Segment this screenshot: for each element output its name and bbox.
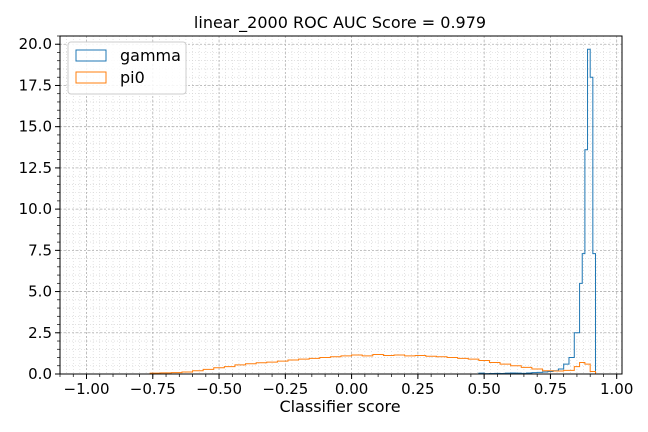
x-tick-label: 1.00 — [600, 380, 633, 398]
y-tick-label: 20.0 — [19, 35, 52, 53]
histogram-gamma — [478, 48, 599, 375]
series-layer — [149, 48, 599, 375]
x-tick-label: 0.00 — [335, 380, 368, 398]
x-tick-label: −0.50 — [196, 380, 242, 398]
chart-title: linear_2000 ROC AUC Score = 0.979 — [194, 13, 486, 33]
legend-swatch-gamma — [75, 49, 107, 62]
y-tick-label: 17.5 — [19, 76, 52, 94]
x-axis-label: Classifier score — [279, 397, 400, 416]
x-tick-label: −0.75 — [130, 380, 176, 398]
y-tick-label: 15.0 — [19, 118, 52, 136]
x-tick-label: −0.25 — [262, 380, 308, 398]
legend-label-pi0: pi0 — [120, 68, 145, 87]
x-axis-ticks: −1.00 −0.75 −0.50 −0.25 0.00 0.25 0.50 0.75 1.00 — [59, 374, 633, 398]
y-axis-ticks: 0.0 2.5 5.0 7.5 10.0 12.5 15.0 17.5 20.0 — [19, 35, 60, 383]
x-tick-label: 0.50 — [467, 380, 500, 398]
legend[interactable]: gamma pi0 — [67, 41, 187, 95]
y-tick-label: 2.5 — [28, 324, 52, 342]
plot-frame — [59, 35, 623, 375]
x-tick-label: −1.00 — [64, 380, 110, 398]
legend-swatch-pi0 — [75, 71, 107, 84]
y-tick-label: 12.5 — [19, 159, 52, 177]
y-tick-label: 0.0 — [28, 365, 52, 383]
x-tick-label: 0.75 — [534, 380, 567, 398]
y-tick-label: 7.5 — [28, 241, 52, 259]
legend-label-gamma: gamma — [120, 46, 181, 65]
y-tick-label: 5.0 — [28, 283, 52, 301]
legend-box — [67, 41, 187, 95]
histogram-pi0 — [149, 354, 596, 374]
y-tick-label: 10.0 — [19, 200, 52, 218]
x-tick-label: 0.25 — [401, 380, 434, 398]
